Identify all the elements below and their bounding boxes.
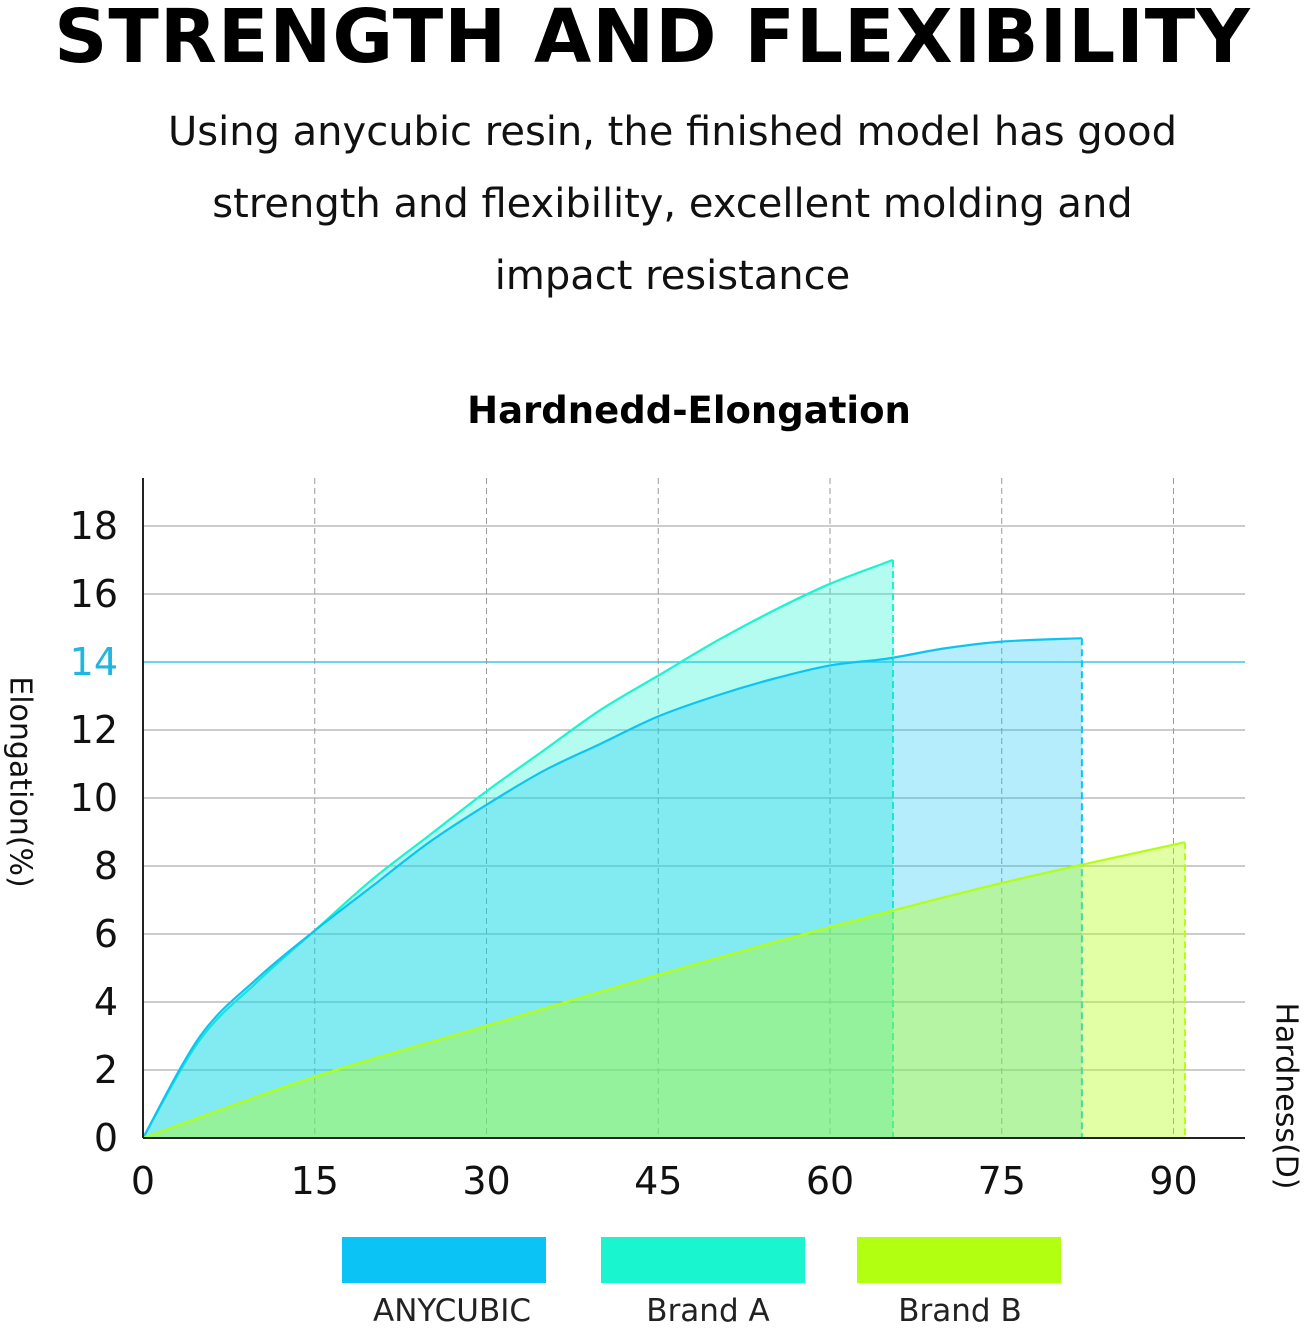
series-areas — [142, 558, 1186, 1140]
y-tick-label: 14 — [70, 640, 118, 684]
page-heading: STRENGTH AND FLEXIBILITY — [54, 0, 1251, 80]
legend-label-brand-a: Brand A — [646, 1293, 770, 1329]
x-tick-label: 60 — [806, 1159, 854, 1203]
legend-label-brand-b: Brand B — [898, 1293, 1022, 1329]
line-anycubic — [142, 637, 1082, 1139]
axes — [142, 478, 1245, 1139]
subtitle-line: Using anycubic resin, the finished model… — [167, 109, 1178, 155]
y-tick-label: 6 — [94, 912, 118, 956]
tick-labels: 0 2 4 6 8 10 12 14 16 18 0 15 30 45 60 75 90 — [70, 504, 1198, 1203]
y-tick-label: 12 — [70, 708, 118, 752]
legend-swatch-brand-a — [601, 1237, 805, 1283]
x-tick-label: 45 — [634, 1159, 682, 1203]
y-tick-label: 0 — [94, 1116, 118, 1160]
x-tick-label: 90 — [1149, 1159, 1197, 1203]
subtitle-line: strength and flexibility, excellent mold… — [212, 181, 1133, 227]
subtitle-line: impact resistance — [494, 253, 851, 299]
x-axis-label: Hardness(D) — [1268, 1002, 1304, 1190]
subtitle: Using anycubic resin, the finished model… — [160, 96, 1185, 312]
x-tick-label: 15 — [291, 1159, 339, 1203]
x-tick-label: 0 — [131, 1159, 155, 1203]
legend-swatch-anycubic — [342, 1237, 546, 1283]
y-tick-label: 4 — [94, 980, 118, 1024]
area-anycubic — [143, 638, 1082, 1138]
line-brand-a — [142, 558, 894, 1139]
legend-swatch-brand-b — [857, 1237, 1061, 1283]
area-brand-b — [143, 842, 1185, 1138]
x-tick-label: 75 — [978, 1159, 1026, 1203]
x-tick-label: 30 — [462, 1159, 510, 1203]
y-tick-label: 8 — [94, 844, 118, 888]
y-tick-label: 16 — [70, 572, 118, 616]
area-brand-a — [143, 560, 893, 1138]
y-tick-label: 18 — [70, 504, 118, 548]
chart-title: Hardnedd-Elongation — [467, 389, 911, 432]
grid — [143, 478, 1245, 1138]
y-axis-label: Elongation(%) — [2, 676, 38, 888]
y-tick-label: 10 — [70, 776, 118, 820]
line-brand-b — [142, 841, 1186, 1140]
y-tick-label: 2 — [94, 1048, 118, 1092]
legend-label-anycubic: ANYCUBIC — [372, 1293, 532, 1329]
